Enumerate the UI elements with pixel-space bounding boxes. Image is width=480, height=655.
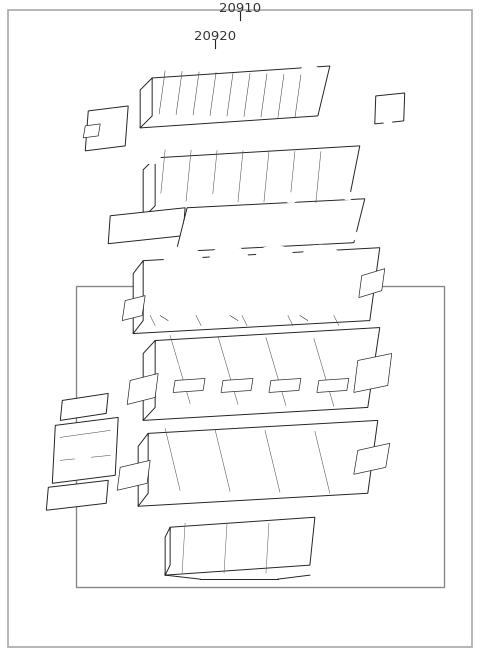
Polygon shape xyxy=(317,379,349,392)
Polygon shape xyxy=(108,208,185,244)
Polygon shape xyxy=(60,394,108,421)
Polygon shape xyxy=(143,328,380,421)
Polygon shape xyxy=(133,248,380,333)
Text: 20910: 20910 xyxy=(219,1,261,14)
Polygon shape xyxy=(122,295,145,320)
Polygon shape xyxy=(83,124,100,138)
Ellipse shape xyxy=(302,245,340,269)
Ellipse shape xyxy=(147,155,157,161)
Ellipse shape xyxy=(72,442,93,460)
Polygon shape xyxy=(143,158,155,217)
Ellipse shape xyxy=(304,67,316,75)
Polygon shape xyxy=(143,341,155,421)
Ellipse shape xyxy=(169,363,175,368)
Polygon shape xyxy=(173,379,205,392)
Ellipse shape xyxy=(164,247,202,271)
Ellipse shape xyxy=(77,447,87,455)
Ellipse shape xyxy=(384,119,392,124)
Polygon shape xyxy=(140,66,330,128)
Ellipse shape xyxy=(305,215,337,238)
Polygon shape xyxy=(354,354,392,392)
Ellipse shape xyxy=(138,221,150,229)
Text: 20920: 20920 xyxy=(194,29,236,43)
Ellipse shape xyxy=(88,403,96,409)
Ellipse shape xyxy=(72,491,80,497)
Ellipse shape xyxy=(166,361,178,370)
Ellipse shape xyxy=(229,214,261,236)
Ellipse shape xyxy=(160,221,172,229)
Ellipse shape xyxy=(97,121,115,135)
Ellipse shape xyxy=(200,193,214,203)
Ellipse shape xyxy=(350,64,360,72)
Bar xyxy=(76,286,444,587)
Ellipse shape xyxy=(346,61,364,75)
Polygon shape xyxy=(52,417,118,483)
Ellipse shape xyxy=(301,65,319,77)
Ellipse shape xyxy=(284,193,298,203)
Ellipse shape xyxy=(88,491,96,497)
Ellipse shape xyxy=(234,591,242,595)
Polygon shape xyxy=(165,527,170,575)
Ellipse shape xyxy=(144,152,160,164)
Ellipse shape xyxy=(116,221,128,229)
Ellipse shape xyxy=(384,113,392,117)
Ellipse shape xyxy=(158,193,172,203)
Polygon shape xyxy=(375,93,405,124)
Polygon shape xyxy=(176,198,365,252)
Ellipse shape xyxy=(349,232,359,240)
Ellipse shape xyxy=(68,403,76,409)
Ellipse shape xyxy=(384,105,392,111)
Polygon shape xyxy=(47,480,108,510)
Ellipse shape xyxy=(210,246,248,270)
Ellipse shape xyxy=(267,215,299,236)
Ellipse shape xyxy=(63,436,101,467)
Ellipse shape xyxy=(191,213,223,234)
Polygon shape xyxy=(269,379,301,392)
Polygon shape xyxy=(85,106,128,151)
Polygon shape xyxy=(138,434,148,506)
Polygon shape xyxy=(165,517,315,575)
Ellipse shape xyxy=(56,491,64,497)
Ellipse shape xyxy=(256,246,294,270)
Polygon shape xyxy=(359,269,385,297)
Polygon shape xyxy=(143,146,360,217)
Ellipse shape xyxy=(242,193,256,203)
Ellipse shape xyxy=(384,98,392,103)
Polygon shape xyxy=(133,261,143,333)
Ellipse shape xyxy=(101,124,111,132)
Polygon shape xyxy=(127,373,158,404)
Polygon shape xyxy=(138,421,378,506)
Polygon shape xyxy=(117,460,150,491)
Ellipse shape xyxy=(343,192,353,200)
Polygon shape xyxy=(221,379,253,392)
Polygon shape xyxy=(140,78,152,128)
Polygon shape xyxy=(354,443,390,474)
Ellipse shape xyxy=(351,233,357,238)
